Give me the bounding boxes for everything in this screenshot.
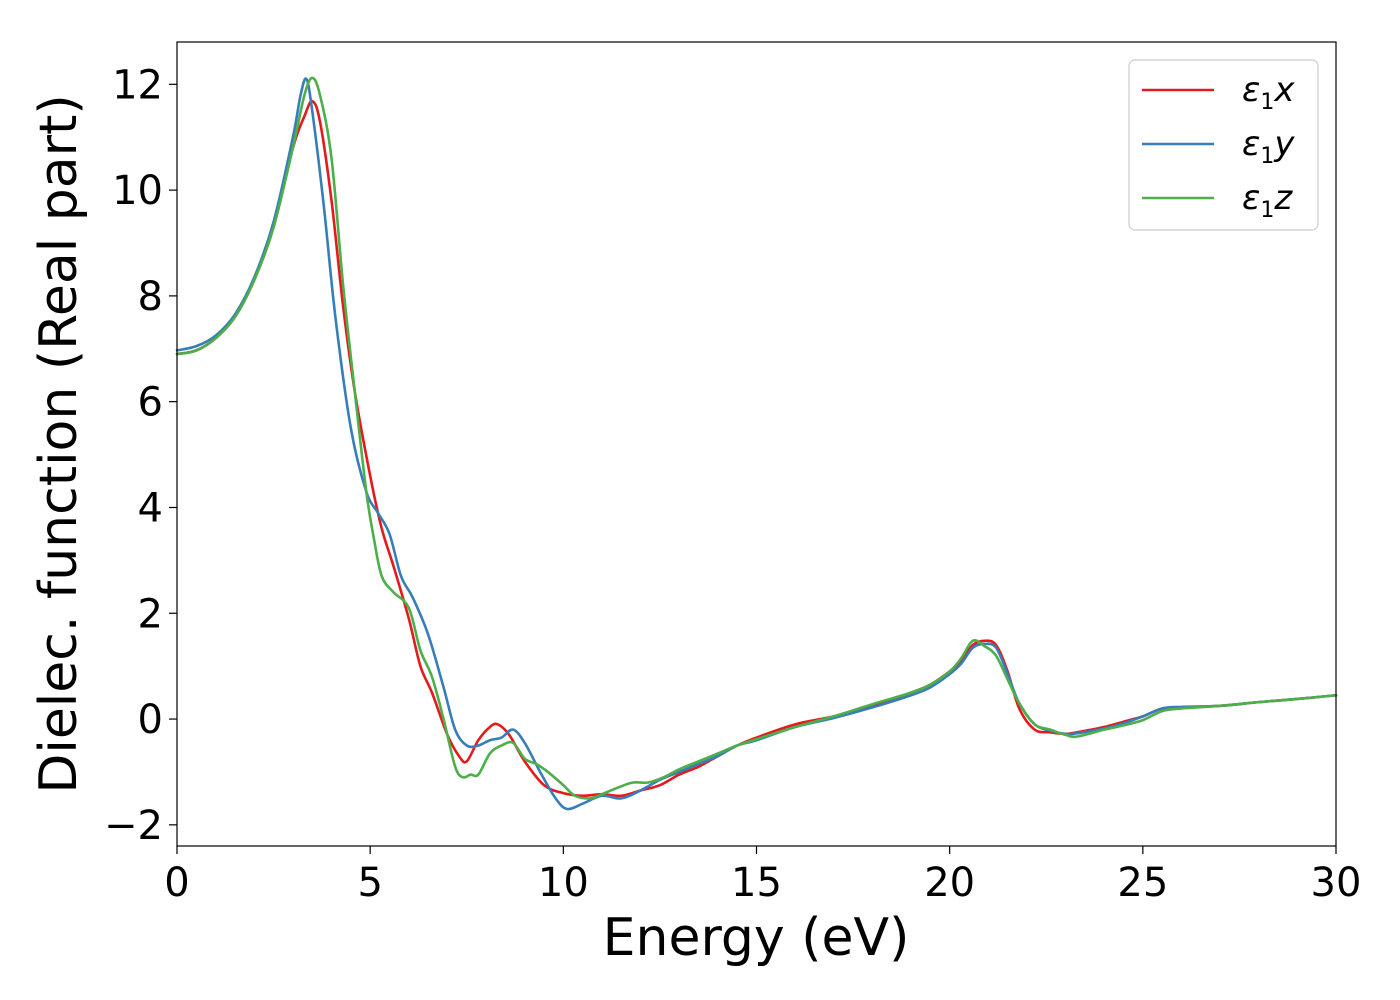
x-tick-label: 15	[731, 860, 782, 906]
x-tick-label: 20	[924, 860, 975, 906]
y-tick-label: 6	[138, 380, 163, 426]
legend-label-x: ε1x	[1242, 70, 1295, 115]
x-tick-label: 0	[164, 860, 189, 906]
y-tick-label: 10	[112, 168, 163, 214]
legend-box	[1128, 59, 1319, 231]
x-tick-label: 25	[1117, 860, 1168, 906]
legend-label-z: ε1z	[1242, 178, 1293, 223]
y-tick-label: −2	[104, 803, 163, 849]
legend-entries: ε1x ε1y ε1z	[1142, 70, 1295, 223]
x-tick-label: 10	[538, 860, 589, 906]
y-axis-title: Dielec. function (Real part)	[29, 94, 89, 793]
legend-label-y: ε1y	[1242, 124, 1295, 169]
series-layer	[175, 76, 1338, 811]
x-tick-label: 30	[1311, 860, 1362, 906]
x-axis-title: Energy (eV)	[603, 908, 910, 968]
y-axis-ticks: −2 0 2 4 6 8 10 12	[104, 62, 177, 849]
x-tick-label: 5	[357, 860, 382, 906]
y-tick-label: 12	[112, 62, 163, 108]
x-axis-ticks: 0 5 10 15 20 25 30	[164, 846, 1361, 906]
series-line-z	[175, 76, 1338, 800]
legend: ε1x ε1y ε1z	[1128, 59, 1319, 231]
y-tick-label: 8	[138, 274, 163, 320]
y-tick-label: 2	[138, 591, 163, 637]
y-tick-label: 4	[138, 485, 163, 531]
y-tick-label: 0	[138, 697, 163, 743]
